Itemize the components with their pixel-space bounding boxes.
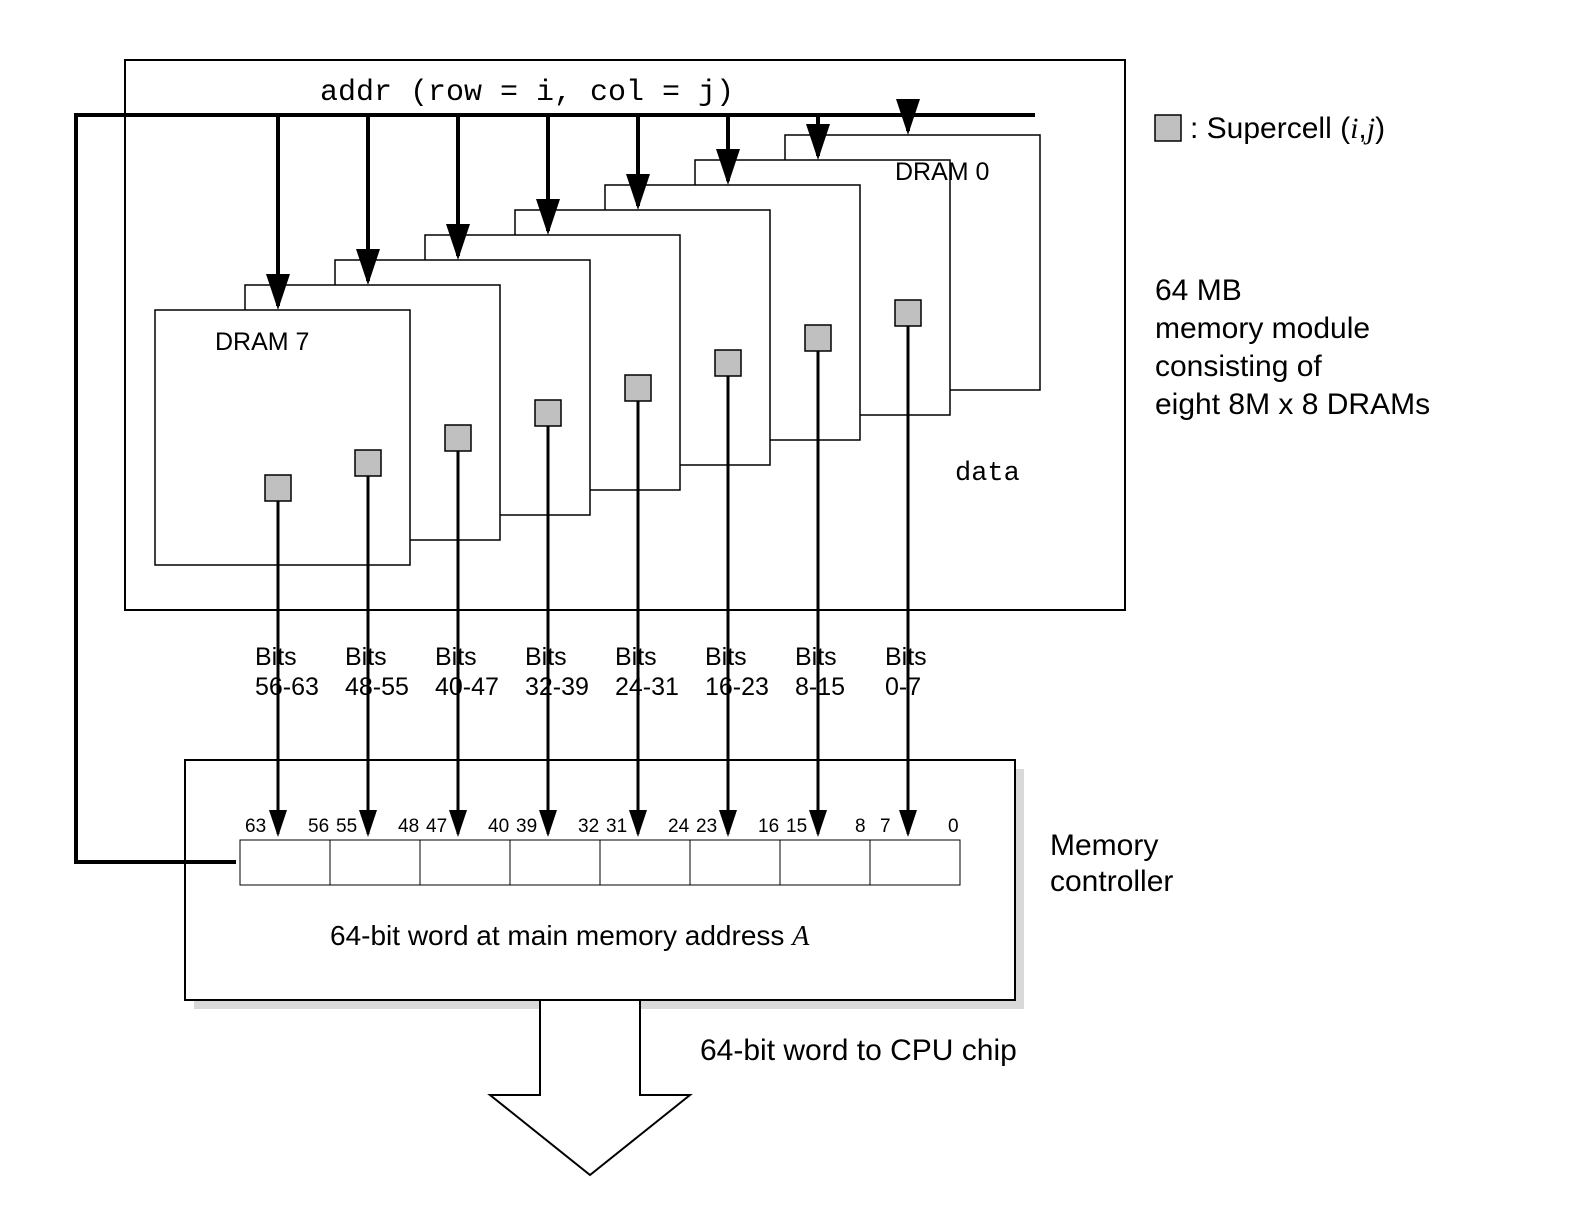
- dram0-label: DRAM 0: [895, 158, 989, 186]
- module-desc-line-0: 64 MB: [1155, 274, 1242, 307]
- word-byte-4: [510, 840, 600, 885]
- data-label: data: [955, 459, 1020, 489]
- dram7-label: DRAM 7: [215, 328, 309, 356]
- legend-supercell-icon: [1155, 115, 1181, 141]
- supercell-4: [535, 400, 561, 426]
- word-tick-3: 48: [398, 816, 419, 837]
- word-byte-3: [600, 840, 690, 885]
- bits-label-4-line2: 24-31: [615, 673, 679, 701]
- controller-label-l2: controller: [1050, 865, 1173, 898]
- bits-label-3-line1: Bits: [525, 643, 567, 671]
- module-desc-line-3: eight 8M x 8 DRAMs: [1155, 388, 1430, 421]
- word-caption: 64-bit word at main memory address A: [330, 920, 810, 952]
- bits-label-5-line2: 16-23: [705, 673, 769, 701]
- word-tick-2: 55: [336, 816, 357, 837]
- bits-label-0-line1: Bits: [255, 643, 297, 671]
- word-byte-0: [870, 840, 960, 885]
- bits-label-5-line1: Bits: [705, 643, 747, 671]
- supercell-7: [265, 475, 291, 501]
- word-tick-4: 47: [426, 816, 447, 837]
- bits-label-1-line2: 48-55: [345, 673, 409, 701]
- bits-label-6-line2: 8-15: [795, 673, 845, 701]
- word-tick-15: 0: [948, 816, 959, 837]
- word-byte-2: [690, 840, 780, 885]
- addr-label: addr (row = i, col = j): [320, 76, 734, 110]
- bits-label-7-line2: 0-7: [885, 673, 921, 701]
- word-byte-5: [420, 840, 510, 885]
- word-tick-12: 15: [786, 816, 807, 837]
- word-byte-1: [780, 840, 870, 885]
- supercell-2: [715, 350, 741, 376]
- word-tick-0: 63: [245, 816, 266, 837]
- word-tick-10: 23: [696, 816, 717, 837]
- word-tick-1: 56: [308, 816, 329, 837]
- supercell-0: [895, 300, 921, 326]
- legend-text: : Supercell (i,j): [1190, 112, 1385, 145]
- supercell-6: [355, 450, 381, 476]
- word-byte-7: [240, 840, 330, 885]
- supercell-3: [625, 375, 651, 401]
- word-tick-14: 7: [880, 816, 891, 837]
- word-tick-13: 8: [855, 816, 866, 837]
- bits-label-0-line2: 56-63: [255, 673, 319, 701]
- bits-label-3-line2: 32-39: [525, 673, 589, 701]
- word-tick-9: 24: [668, 816, 690, 837]
- word-tick-7: 32: [578, 816, 599, 837]
- bits-label-2-line2: 40-47: [435, 673, 499, 701]
- cpu-label: 64-bit word to CPU chip: [700, 1034, 1017, 1067]
- bits-label-4-line1: Bits: [615, 643, 657, 671]
- word-tick-11: 16: [758, 816, 779, 837]
- module-desc-line-1: memory module: [1155, 312, 1370, 345]
- word-tick-8: 31: [606, 816, 627, 837]
- bits-label-6-line1: Bits: [795, 643, 837, 671]
- bits-label-1-line1: Bits: [345, 643, 387, 671]
- controller-label-l1: Memory: [1050, 829, 1158, 862]
- bits-label-7-line1: Bits: [885, 643, 927, 671]
- word-tick-5: 40: [488, 816, 509, 837]
- supercell-1: [805, 325, 831, 351]
- supercell-5: [445, 425, 471, 451]
- word-byte-6: [330, 840, 420, 885]
- bits-label-2-line1: Bits: [435, 643, 477, 671]
- word-tick-6: 39: [516, 816, 537, 837]
- module-desc-line-2: consisting of: [1155, 350, 1322, 383]
